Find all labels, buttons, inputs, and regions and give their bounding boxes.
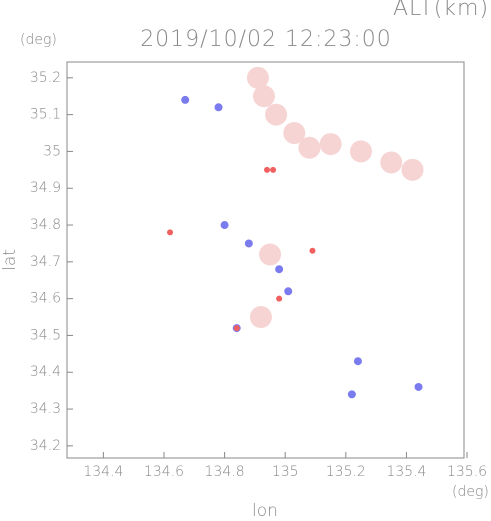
echo-point [414,382,423,391]
y-tick-label: 35.2 [30,70,61,86]
x-tick-label: 135.4 [386,464,426,480]
y-tick-label: 34.9 [30,180,61,196]
x-tick-label: 135.2 [326,464,366,480]
echo-point [347,390,356,399]
echo-point [233,325,240,332]
echo-point [246,66,269,89]
x-unit: (deg) [452,484,489,500]
echo-point [181,95,190,104]
y-tick-label: 34.8 [30,217,61,233]
echo-point [264,166,271,173]
echo-point [265,103,288,126]
y-tick-label: 35.1 [30,107,61,123]
echo-point [353,357,362,366]
x-axis-label: lon [252,501,278,521]
y-unit: (deg) [20,32,57,48]
echo-point [298,136,321,159]
echo-point [283,122,306,145]
echo-point [167,229,174,236]
y-tick-label: 34.3 [30,401,61,417]
echo-point [244,239,253,248]
y-axis-label: lat [0,249,20,271]
echo-point [284,287,293,296]
echo-point [319,133,342,156]
y-tick-label: 34.2 [30,438,61,454]
echo-point [220,221,229,230]
echo-point [275,265,284,274]
y-tick-label: 34.6 [30,291,61,307]
x-tick-label: 134.4 [83,464,123,480]
plot-frame [66,61,465,459]
chart-title: 2019/10/02 12:23:00 [140,27,392,52]
echo-point [380,151,403,174]
echo-point [259,243,282,266]
altitude-label: ALT(km) 2.0 [393,0,491,21]
x-tick-label: 134.6 [144,464,184,480]
echo-point [349,140,372,163]
echo-point [276,295,283,302]
y-tick-label: 34.5 [30,327,61,343]
x-tick-label: 135.6 [447,464,487,480]
echo-point [214,103,223,112]
x-tick-label: 135 [272,464,299,480]
y-tick-label: 35 [43,143,61,159]
x-tick-label: 134.8 [205,464,245,480]
echo-point [270,166,277,173]
echo-point [401,158,424,181]
echo-point [249,306,272,329]
y-tick-label: 34.7 [30,254,61,270]
echo-point [252,85,275,108]
echo-point [309,247,316,254]
y-tick-label: 34.4 [30,364,61,380]
